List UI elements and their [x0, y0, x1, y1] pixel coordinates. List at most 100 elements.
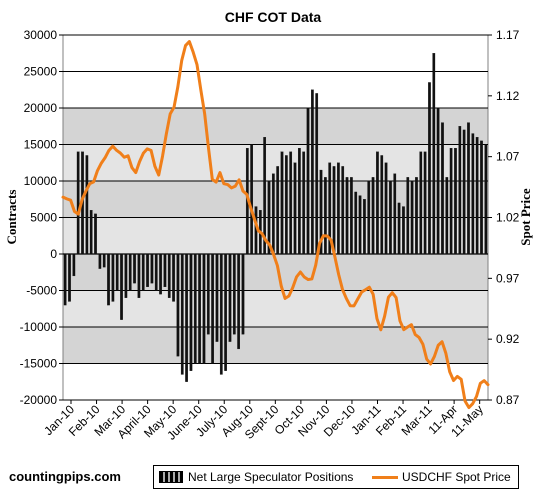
speculator-bar — [263, 137, 267, 255]
legend-line-swatch — [372, 476, 398, 479]
speculator-bar — [115, 253, 119, 291]
speculator-bar — [228, 253, 232, 342]
speculator-bar — [384, 162, 388, 255]
y2-tick-label: 1.02 — [496, 211, 520, 225]
legend-label-spot: USDCHF Spot Price — [402, 470, 511, 484]
speculator-bar — [358, 195, 362, 255]
y-tick-label: 10000 — [24, 174, 58, 188]
speculator-bar — [89, 210, 93, 255]
speculator-bar — [133, 253, 136, 284]
speculator-bar — [163, 253, 167, 287]
speculator-bar — [441, 122, 444, 255]
speculator-bar — [319, 169, 323, 255]
speculator-bar — [306, 107, 310, 255]
band — [63, 108, 488, 145]
speculator-bar — [141, 253, 145, 291]
speculator-bar — [345, 177, 349, 255]
band — [63, 35, 488, 72]
chart-legend: Net Large Speculator Positions USDCHF Sp… — [153, 465, 519, 489]
y2-tick-label: 0.97 — [496, 271, 520, 285]
speculator-bar — [298, 147, 301, 255]
y-tick-label: 30000 — [24, 28, 58, 42]
speculator-bar — [475, 137, 479, 255]
band — [63, 363, 488, 400]
y-tick-label: -5000 — [26, 284, 57, 298]
speculator-bar — [363, 199, 366, 255]
y-tick-label: 15000 — [24, 138, 58, 152]
y-tick-label: -10000 — [20, 320, 58, 334]
speculator-bar — [159, 253, 162, 295]
speculator-bar — [397, 202, 401, 255]
speculator-bar — [289, 151, 293, 255]
speculator-bar — [328, 162, 332, 255]
y-tick-label: -15000 — [20, 357, 58, 371]
y-tick-label: -20000 — [20, 393, 58, 407]
speculator-bar — [350, 177, 353, 255]
y-tick-label: 20000 — [24, 101, 58, 115]
speculator-bar — [120, 253, 123, 320]
speculator-bar — [432, 53, 436, 255]
band — [63, 71, 488, 108]
speculator-bar — [206, 253, 210, 335]
speculator-bar — [393, 173, 397, 255]
speculator-bar — [63, 253, 67, 306]
speculator-bar — [180, 253, 184, 375]
speculator-bar — [146, 253, 149, 287]
speculator-bar — [124, 253, 128, 298]
speculator-bar — [454, 147, 457, 255]
speculator-bar — [107, 253, 110, 306]
chart-title: CHF COT Data — [225, 9, 322, 25]
speculator-bar — [68, 253, 71, 302]
speculator-bar — [193, 253, 197, 364]
speculator-bar — [484, 144, 488, 255]
speculator-bar — [98, 253, 102, 269]
y2-tick-label: 0.92 — [496, 332, 520, 346]
speculator-bar — [406, 177, 410, 255]
speculator-bar — [293, 162, 297, 255]
speculator-bar — [219, 253, 223, 375]
x-axis-tick-labels: Jan-10Feb-10Mar-10April-10May-10June-10J… — [41, 402, 486, 443]
speculator-bar — [367, 180, 371, 255]
y2-axis-label: Spot Price — [518, 188, 533, 246]
speculator-bar — [72, 253, 76, 277]
speculator-bar — [423, 151, 427, 255]
y-axis-tick-labels: 30000 25000 20000 15000 10000 5000 0 -5000 -1000… — [20, 28, 58, 407]
y-tick-label: 25000 — [24, 65, 58, 79]
speculator-bar — [176, 253, 180, 357]
speculator-bar — [94, 213, 97, 255]
speculator-bar — [337, 162, 340, 255]
speculator-bar — [410, 180, 414, 255]
y2-axis-tick-labels: 1.17 1.12 1.07 1.02 0.97 0.92 0.87 — [496, 28, 520, 407]
y-tick-label: 0 — [50, 247, 57, 261]
speculator-bar — [445, 177, 449, 255]
speculator-bar — [224, 253, 227, 371]
speculator-bar — [189, 253, 193, 371]
speculator-bar — [371, 177, 375, 255]
speculator-bar — [280, 151, 284, 255]
speculator-bar — [85, 155, 89, 255]
y-axis-label: Contracts — [4, 190, 19, 245]
speculator-bar — [341, 166, 345, 255]
speculator-bar — [332, 166, 336, 255]
speculator-bar — [232, 253, 236, 335]
speculator-bar — [467, 122, 470, 255]
legend-bar-swatch — [159, 471, 183, 483]
speculator-bar — [311, 89, 314, 255]
speculator-bar — [237, 253, 240, 350]
speculator-bar — [376, 151, 379, 255]
speculator-bar — [354, 191, 358, 255]
speculator-bar — [402, 206, 405, 255]
speculator-bar — [154, 253, 158, 291]
y2-tick-label: 1.17 — [496, 28, 520, 42]
band — [63, 327, 488, 364]
speculator-bar — [428, 82, 431, 255]
speculator-bar — [419, 151, 423, 255]
speculator-bar — [284, 155, 288, 255]
speculator-bar — [462, 129, 466, 255]
y-tick-label: 5000 — [30, 211, 57, 225]
speculator-bar — [76, 151, 80, 255]
legend-label-speculator: Net Large Speculator Positions — [188, 470, 354, 484]
speculator-bar — [415, 177, 418, 255]
speculator-bar — [167, 253, 171, 298]
speculator-bar — [276, 166, 280, 255]
